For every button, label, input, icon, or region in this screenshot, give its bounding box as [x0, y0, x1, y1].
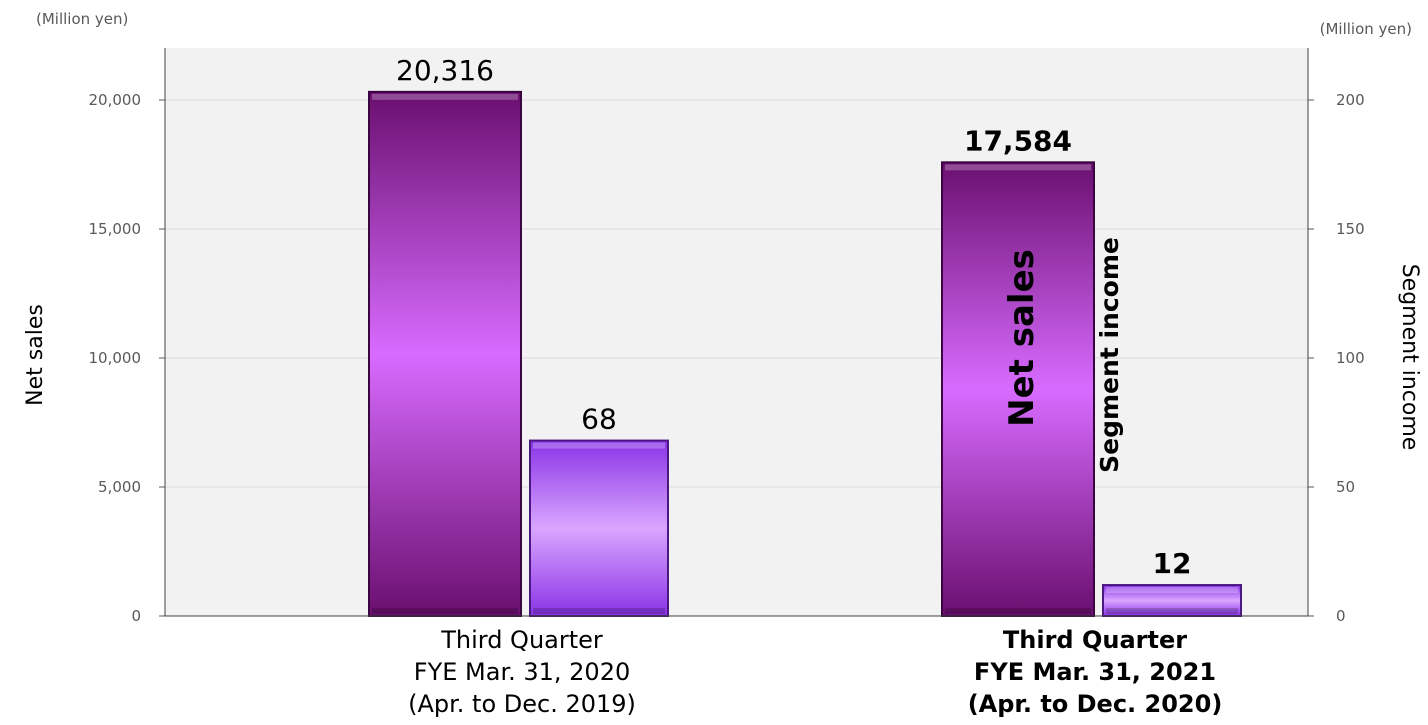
bar-bevel-bottom [533, 608, 665, 614]
plot-area [165, 48, 1308, 616]
left-tick-label: 10,000 [89, 349, 142, 367]
segment-income-bar [529, 439, 669, 617]
left-axis-title: Net sales [23, 304, 48, 406]
right-tick-label: 200 [1336, 91, 1365, 109]
net-sales-bar [941, 161, 1095, 617]
right-tick-label: 0 [1336, 607, 1346, 625]
category-label-line: (Apr. to Dec. 2019) [408, 690, 636, 718]
bar-group [941, 161, 1095, 617]
bars [368, 90, 1242, 617]
in-bar-label-segment-income: Segment income [1095, 237, 1124, 473]
left-axis-unit: (Million yen) [36, 10, 128, 28]
bar-bevel-top [372, 93, 518, 100]
bar-bevel-top [945, 164, 1091, 171]
left-tick-label: 5,000 [98, 478, 141, 496]
left-tick-label: 0 [131, 607, 141, 625]
bar-bevel-bottom [1106, 608, 1238, 614]
data-label: 20,316 [396, 54, 494, 87]
bar-bevel-top [1106, 587, 1238, 594]
in-bar-label-net-sales: Net sales [1002, 249, 1042, 427]
category-label-line: (Apr. to Dec. 2020) [968, 690, 1223, 718]
data-label: 12 [1153, 547, 1192, 580]
right-axis-unit: (Million yen) [1320, 20, 1412, 38]
left-tick-label: 15,000 [89, 220, 142, 238]
data-label: 68 [581, 403, 617, 436]
gridlines [165, 99, 1308, 488]
bar-group [529, 439, 669, 617]
axes: 0 5,000 10,000 15,000 20,000 0 50 100 150 200 [89, 48, 1365, 625]
bar-bevel-bottom [945, 608, 1091, 614]
right-tick-label: 50 [1336, 478, 1355, 496]
bar-group [368, 90, 522, 617]
left-tick-label: 20,000 [89, 91, 142, 109]
data-label: 17,584 [964, 124, 1072, 157]
bar-group [1102, 584, 1242, 617]
bar-bevel-bottom [372, 608, 518, 614]
labels: 20,316 68 Third Quarter FYE Mar. 31, 2020 (A… [396, 54, 1222, 718]
category-label-line: FYE Mar. 31, 2021 [974, 658, 1216, 686]
right-tick-label: 100 [1336, 349, 1365, 367]
net-sales-bar [368, 90, 522, 617]
right-axis-title: Segment income [1397, 264, 1422, 451]
category-label-line: Third Quarter [440, 626, 603, 654]
bar-bevel-top [533, 442, 665, 449]
category-label-line: Third Quarter [1003, 626, 1187, 654]
category-label-line: FYE Mar. 31, 2020 [414, 658, 630, 686]
right-tick-label: 150 [1336, 220, 1365, 238]
